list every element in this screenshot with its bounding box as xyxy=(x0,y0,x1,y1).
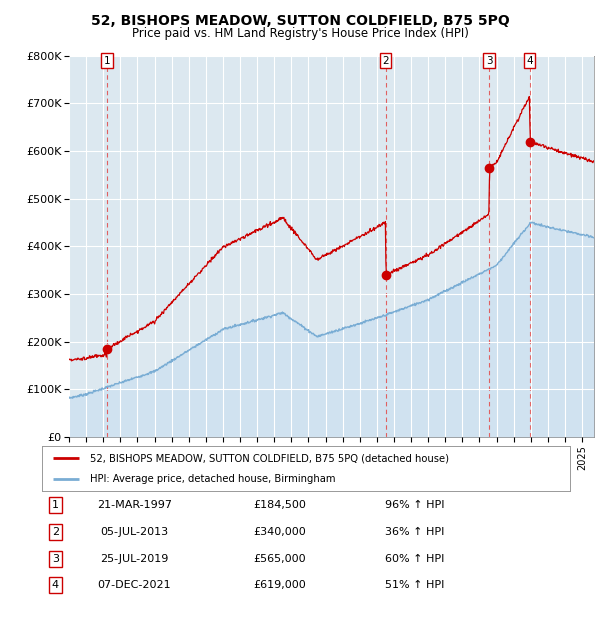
Text: 21-MAR-1997: 21-MAR-1997 xyxy=(97,500,172,510)
Text: 25-JUL-2019: 25-JUL-2019 xyxy=(100,554,169,564)
Text: 05-JUL-2013: 05-JUL-2013 xyxy=(100,527,169,537)
Text: 96% ↑ HPI: 96% ↑ HPI xyxy=(385,500,445,510)
Text: 60% ↑ HPI: 60% ↑ HPI xyxy=(385,554,445,564)
Text: 2: 2 xyxy=(52,527,59,537)
Text: £340,000: £340,000 xyxy=(253,527,306,537)
Text: 1: 1 xyxy=(52,500,59,510)
Text: 36% ↑ HPI: 36% ↑ HPI xyxy=(385,527,445,537)
Text: 07-DEC-2021: 07-DEC-2021 xyxy=(98,580,171,590)
Text: £565,000: £565,000 xyxy=(253,554,306,564)
Text: 3: 3 xyxy=(485,56,493,66)
Text: 2: 2 xyxy=(382,56,389,66)
Text: 52, BISHOPS MEADOW, SUTTON COLDFIELD, B75 5PQ (detached house): 52, BISHOPS MEADOW, SUTTON COLDFIELD, B7… xyxy=(89,453,449,463)
Text: HPI: Average price, detached house, Birmingham: HPI: Average price, detached house, Birm… xyxy=(89,474,335,484)
Text: 52, BISHOPS MEADOW, SUTTON COLDFIELD, B75 5PQ: 52, BISHOPS MEADOW, SUTTON COLDFIELD, B7… xyxy=(91,14,509,28)
Text: 51% ↑ HPI: 51% ↑ HPI xyxy=(385,580,445,590)
Text: Price paid vs. HM Land Registry's House Price Index (HPI): Price paid vs. HM Land Registry's House … xyxy=(131,27,469,40)
Text: £619,000: £619,000 xyxy=(253,580,306,590)
Text: 4: 4 xyxy=(52,580,59,590)
Text: £184,500: £184,500 xyxy=(253,500,306,510)
Text: 1: 1 xyxy=(104,56,110,66)
Text: 4: 4 xyxy=(526,56,533,66)
Text: 3: 3 xyxy=(52,554,59,564)
